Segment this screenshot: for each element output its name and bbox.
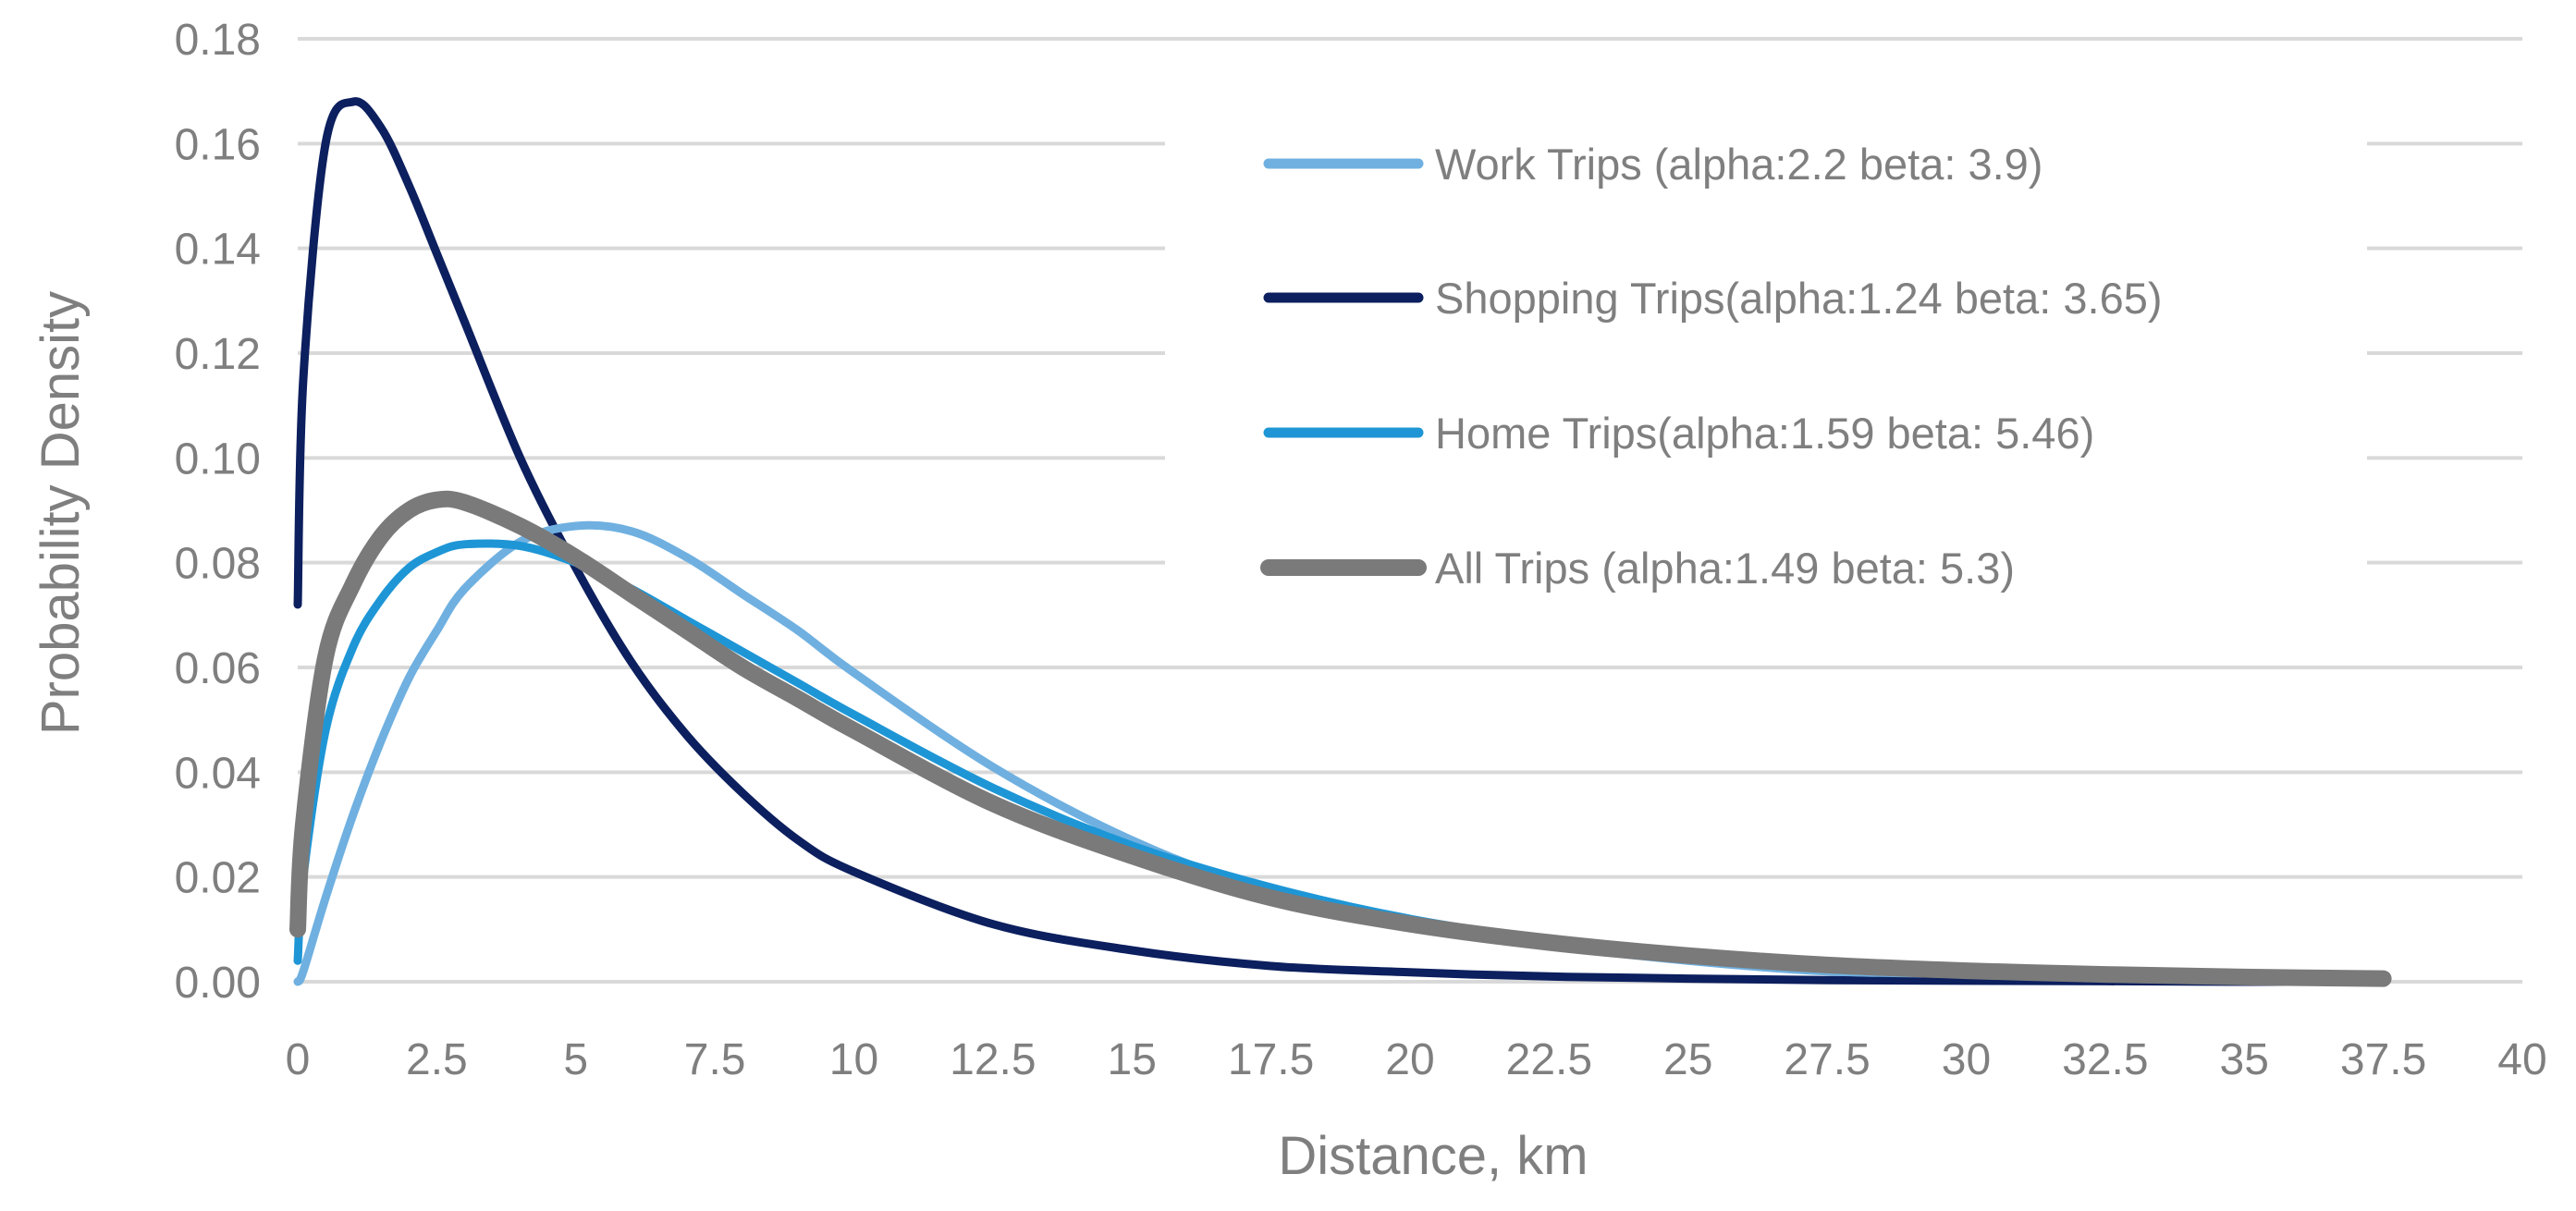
y-axis-ticks: 0.00 0.02 0.04 0.06 0.08 0.10 0.12 0.14 0.16 0.18 <box>175 16 261 1008</box>
y-tick-label: 0.06 <box>175 644 261 693</box>
x-axis-title: Distance, km <box>1278 1126 1588 1186</box>
x-tick-label: 27.5 <box>1784 1035 1870 1084</box>
x-tick-label: 22.5 <box>1506 1035 1592 1084</box>
x-tick-label: 25 <box>1663 1035 1712 1084</box>
y-tick-label: 0.14 <box>175 226 261 275</box>
y-tick-label: 0.04 <box>175 749 261 798</box>
legend: Work Trips (alpha:2.2 beta: 3.9) Shopping… <box>1260 140 2163 593</box>
legend-label: All Trips (alpha:1.49 beta: 5.3) <box>1435 544 2015 593</box>
x-tick-label: 20 <box>1385 1035 1434 1084</box>
y-tick-label: 0.18 <box>175 16 261 65</box>
x-tick-label: 17.5 <box>1228 1035 1314 1084</box>
y-tick-label: 0.08 <box>175 540 261 589</box>
x-tick-label: 40 <box>2497 1035 2546 1084</box>
x-axis-ticks: 0 2.5 5 7.5 10 12.5 15 17.5 20 22.5 25 27.5 30 32.5 35… <box>286 1035 2547 1084</box>
series-lines <box>289 97 2392 987</box>
series-line <box>293 97 2388 986</box>
x-tick-label: 30 <box>1942 1035 1991 1084</box>
y-tick-label: 0.02 <box>175 854 261 903</box>
x-tick-label: 32.5 <box>2062 1035 2148 1084</box>
x-tick-label: 10 <box>829 1035 878 1084</box>
x-tick-label: 2.5 <box>406 1035 468 1084</box>
x-tick-label: 12.5 <box>950 1035 1036 1084</box>
x-tick-label: 5 <box>563 1035 588 1084</box>
legend-label: Shopping Trips(alpha:1.24 beta: 3.65) <box>1435 274 2163 323</box>
y-axis-title: Probability Density <box>31 291 91 735</box>
series-line <box>289 490 2392 987</box>
y-tick-label: 0.10 <box>175 434 261 483</box>
x-tick-label: 15 <box>1108 1035 1157 1084</box>
legend-label: Home Trips(alpha:1.59 beta: 5.46) <box>1435 409 2094 458</box>
x-tick-label: 7.5 <box>684 1035 746 1084</box>
legend-label: Work Trips (alpha:2.2 beta: 3.9) <box>1435 140 2042 189</box>
y-tick-label: 0.12 <box>175 330 261 379</box>
y-tick-label: 0.00 <box>175 959 261 1008</box>
y-tick-label: 0.16 <box>175 120 261 169</box>
x-tick-label: 0 <box>286 1035 311 1084</box>
x-tick-label: 37.5 <box>2340 1035 2426 1084</box>
legend-background <box>1165 116 2367 619</box>
x-tick-label: 35 <box>2220 1035 2269 1084</box>
